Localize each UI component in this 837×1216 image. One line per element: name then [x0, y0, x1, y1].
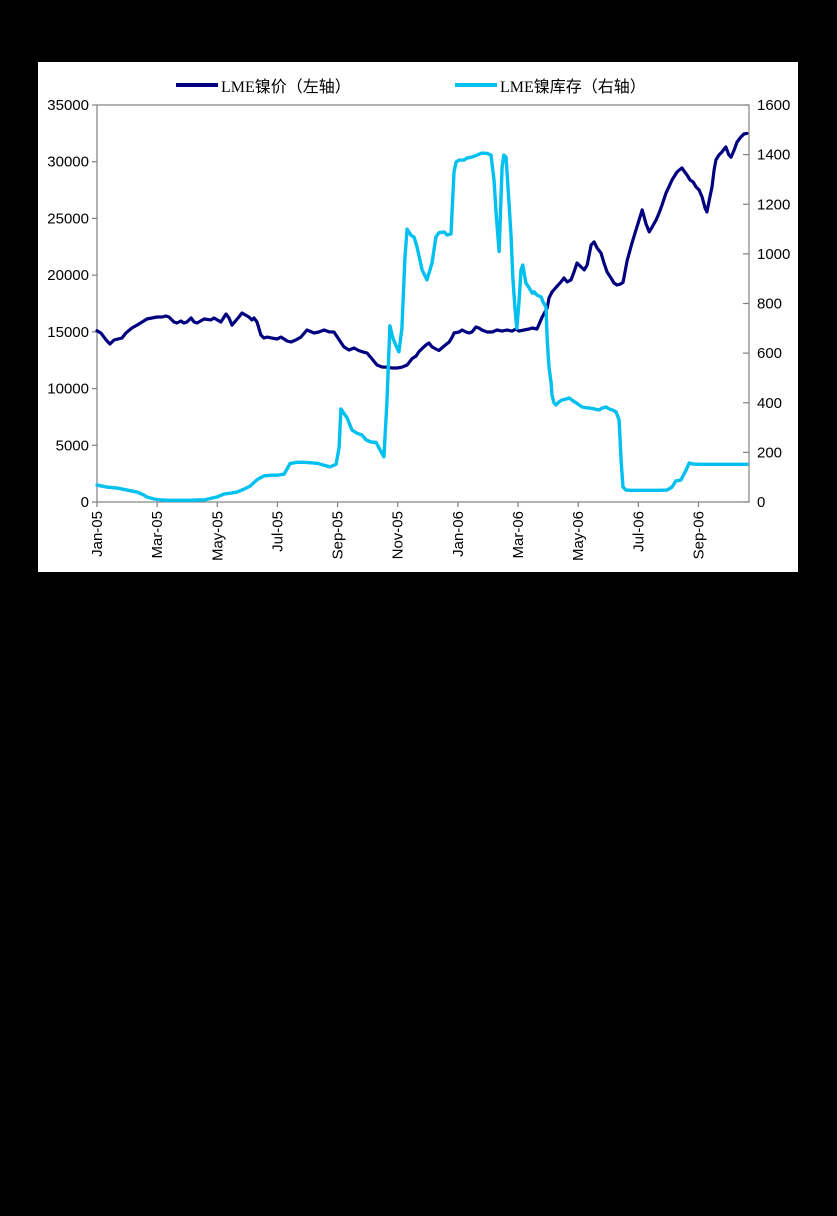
legend-item-inventory: LME镍库存（右轴）	[455, 75, 646, 96]
y-left-tick-label: 0	[81, 494, 89, 511]
x-tick-label: Nov-05	[390, 511, 407, 559]
price-line-swatch	[176, 83, 218, 87]
inventory-line-swatch	[455, 83, 497, 87]
x-tick-label: Jan-06	[450, 511, 467, 557]
x-tick-label: Sep-05	[330, 511, 347, 559]
chart-legend: LME镍价（左轴） LME镍库存（右轴）	[38, 75, 798, 97]
x-tick-label: Mar-05	[149, 511, 166, 559]
y-left-tick-label: 5000	[56, 437, 89, 454]
y-left-tick-label: 25000	[47, 210, 89, 227]
y-left-tick-label: 10000	[47, 381, 89, 398]
plot-frame	[96, 104, 750, 503]
y-right-tick-label: 800	[757, 296, 782, 313]
chart-canvas: 3500030000250002000015000100005000016001…	[47, 97, 790, 561]
y-left-tick-label: 35000	[47, 97, 89, 114]
y-right-tick-label: 0	[757, 494, 765, 511]
y-left-tick-label: 15000	[47, 324, 89, 341]
inventory-line	[95, 151, 749, 502]
legend-item-price: LME镍价（左轴）	[176, 75, 351, 96]
y-right-tick-label: 600	[757, 345, 782, 362]
y-right-tick-label: 200	[757, 444, 782, 461]
legend-label-price: LME镍价（左轴）	[221, 79, 351, 96]
price-line	[95, 131, 749, 370]
y-right-tick-label: 400	[757, 395, 782, 412]
x-tick-label: Jul-05	[269, 511, 286, 552]
y-right-tick-label: 1600	[757, 97, 790, 114]
y-left-tick-label: 20000	[47, 267, 89, 284]
legend-label-inventory: LME镍库存（右轴）	[500, 79, 646, 96]
x-tick-label: Jan-05	[89, 511, 106, 557]
chart-panel: LME镍价（左轴） LME镍库存（右轴） 35000 30000 25000 2000…	[38, 62, 798, 572]
y-left-tick-label: 30000	[47, 154, 89, 171]
y-right-tick-label: 1200	[757, 196, 790, 213]
x-tick-label: May-05	[209, 511, 226, 561]
x-tick-label: May-06	[570, 511, 587, 561]
x-tick-label: Jul-06	[630, 511, 647, 552]
x-tick-label: Sep-06	[690, 511, 707, 559]
y-right-tick-label: 1400	[757, 147, 790, 164]
y-right-tick-label: 1000	[757, 246, 790, 263]
x-tick-label: Mar-06	[510, 511, 527, 559]
